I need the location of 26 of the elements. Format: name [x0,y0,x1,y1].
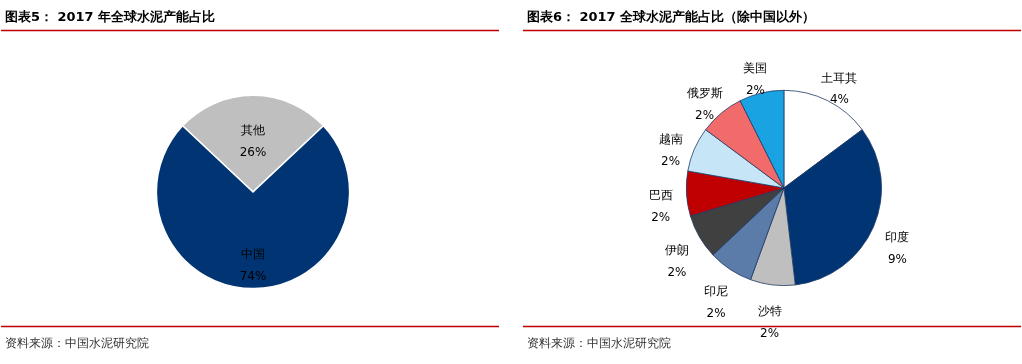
slice-label: 印度 [885,229,910,244]
data-label: 2% [651,210,671,225]
slice-label: 越南 [658,132,683,147]
slice-label: 巴西 [648,188,673,203]
data-label: 2% [661,153,680,168]
data-label: 4% [829,92,849,107]
data-label: 2% [760,325,780,340]
slice-label: 俄罗斯 [686,86,723,101]
slice-label: 伊朗 [664,242,689,257]
slice-label: 中国 [241,246,266,261]
data-label: 2% [706,306,726,321]
slice-label: 沙特 [757,303,782,318]
text: 资料来源：中国水泥研究院 [4,336,149,351]
data-label: 2% [667,264,687,279]
slice-label: 美国 [743,60,768,75]
data-label: 74% [239,268,267,283]
data-label: 26% [239,145,267,160]
text: 资料来源：中国水泥研究院 [526,336,671,351]
chart-title: 图表6： 2017 全球水泥产能占比（除中国以外） [526,8,815,24]
data-label: 2% [745,82,765,97]
slice-label: 土耳其 [821,70,858,85]
data-label: 2% [695,108,715,123]
chart-title: 图表5： 2017 年全球水泥产能占比 [4,8,216,24]
slice-label: 印尼 [704,284,729,299]
data-label: 9% [887,251,907,266]
slice-label: 其他 [241,123,266,138]
